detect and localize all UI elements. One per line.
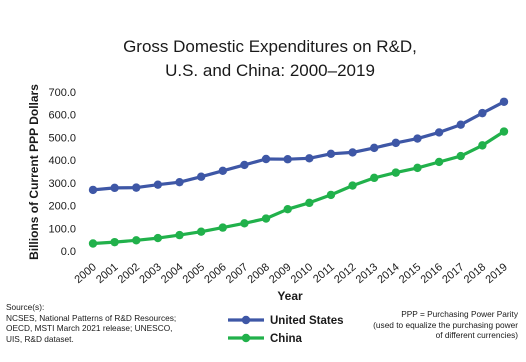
x-tick-label: 2011 xyxy=(311,261,337,285)
source-note: Source(s): NCSES, National Patterns of R… xyxy=(6,302,196,344)
x-tick-label: 2016 xyxy=(419,261,445,286)
y-tick-label: 100.0 xyxy=(48,223,76,235)
data-point-united-states xyxy=(196,172,206,181)
data-point-united-states xyxy=(261,154,271,164)
data-point-china xyxy=(240,219,249,228)
data-point-united-states xyxy=(348,148,357,157)
x-tick-label: 2009 xyxy=(267,261,293,286)
data-point-china xyxy=(88,239,98,248)
legend-label-china: China xyxy=(270,333,303,345)
x-tick-label: 2004 xyxy=(159,261,185,286)
x-tick-label: 2006 xyxy=(202,261,228,286)
note-line: (used to equalize the purchasing power xyxy=(373,319,518,330)
x-axis-label: Year xyxy=(277,289,303,303)
data-point-united-states xyxy=(434,128,444,137)
legend: United States China xyxy=(228,315,344,345)
source-line: Source(s): xyxy=(6,302,45,312)
data-point-united-states xyxy=(88,185,98,195)
data-point-china xyxy=(434,157,444,167)
data-point-united-states xyxy=(175,177,184,187)
data-point-china xyxy=(348,181,357,190)
y-tick-label: 600.0 xyxy=(48,110,76,122)
data-point-china xyxy=(175,230,184,240)
y-tick-label: 300.0 xyxy=(48,178,76,190)
x-tick-label: 2000 xyxy=(72,261,98,286)
x-tick-label: 2014 xyxy=(375,261,401,286)
data-point-united-states xyxy=(326,149,336,158)
x-tick-label: 2010 xyxy=(289,261,315,286)
y-tick-label: 700.0 xyxy=(48,87,76,99)
data-point-united-states xyxy=(218,166,227,176)
data-point-china xyxy=(110,237,119,247)
data-point-united-states xyxy=(391,138,401,148)
x-tick-label: 2013 xyxy=(354,261,380,286)
series-lines xyxy=(88,97,509,248)
x-tick-label: 2012 xyxy=(332,261,358,286)
data-point-united-states xyxy=(478,108,487,118)
data-point-united-states xyxy=(456,120,465,129)
y-tick-label: 0.0 xyxy=(61,246,76,258)
x-tick-label: 2002 xyxy=(116,261,142,286)
x-tick-label: 2001 xyxy=(94,261,120,286)
data-point-china xyxy=(305,198,314,208)
data-point-united-states xyxy=(499,97,509,106)
data-point-united-states xyxy=(305,154,314,163)
legend-label-united-states: United States xyxy=(270,315,344,327)
x-axis-ticks: 2000200120022003200420052006200720082009… xyxy=(72,261,509,286)
data-point-china xyxy=(196,227,206,236)
x-tick-label: 2008 xyxy=(246,261,272,286)
source-line: NCSES, National Patterns of R&D Resource… xyxy=(6,312,177,323)
note-line: of different currencies) xyxy=(435,330,518,340)
data-point-united-states xyxy=(283,155,292,164)
source-line: OECD, MSTI March 2021 release; UNESCO, xyxy=(6,323,173,333)
ppp-note: PPP = Purchasing Power Parity (used to e… xyxy=(353,309,518,341)
data-point-china xyxy=(283,205,292,214)
data-point-china xyxy=(261,214,271,223)
data-point-china xyxy=(478,141,487,150)
data-point-china xyxy=(218,223,227,232)
data-point-china xyxy=(370,173,379,183)
x-tick-label: 2007 xyxy=(224,261,250,286)
data-point-china xyxy=(456,151,465,161)
data-point-united-states xyxy=(110,183,119,193)
y-tick-label: 400.0 xyxy=(48,155,76,167)
x-tick-label: 2005 xyxy=(181,261,207,286)
legend-marker-united-states xyxy=(241,315,251,325)
data-point-united-states xyxy=(153,180,163,189)
data-point-china xyxy=(326,190,336,200)
series-line-china xyxy=(92,130,505,246)
data-point-china xyxy=(413,163,422,173)
y-axis-label: Billions of Current PPP Dollars xyxy=(27,84,41,260)
y-tick-label: 500.0 xyxy=(48,132,76,144)
x-tick-label: 2019 xyxy=(483,261,509,286)
x-tick-label: 2018 xyxy=(462,261,488,286)
data-point-china xyxy=(391,168,401,177)
data-point-united-states xyxy=(132,183,141,192)
data-point-china xyxy=(499,127,509,136)
data-point-china xyxy=(153,233,163,243)
x-tick-label: 2003 xyxy=(137,261,163,286)
series-line-united-states xyxy=(92,100,505,192)
source-line: UIS, R&D dataset. xyxy=(6,333,74,344)
data-point-china xyxy=(132,236,141,245)
y-axis-ticks: 0.0 100.0 200.0 300.0 400.0 500.0 600.0 700.0 xyxy=(48,87,76,258)
x-tick-label: 2015 xyxy=(397,261,423,286)
data-point-united-states xyxy=(413,134,422,143)
chart-title-line-1: Gross Domestic Expenditures on R&D, xyxy=(123,37,417,56)
note-line: PPP = Purchasing Power Parity xyxy=(401,309,518,319)
x-tick-label: 2017 xyxy=(440,261,466,286)
chart-title-line-2: U.S. and China: 2000–2019 xyxy=(165,61,375,80)
legend-marker-china xyxy=(241,333,251,343)
data-point-united-states xyxy=(370,143,379,153)
data-point-united-states xyxy=(240,160,249,170)
y-tick-label: 200.0 xyxy=(48,201,76,213)
